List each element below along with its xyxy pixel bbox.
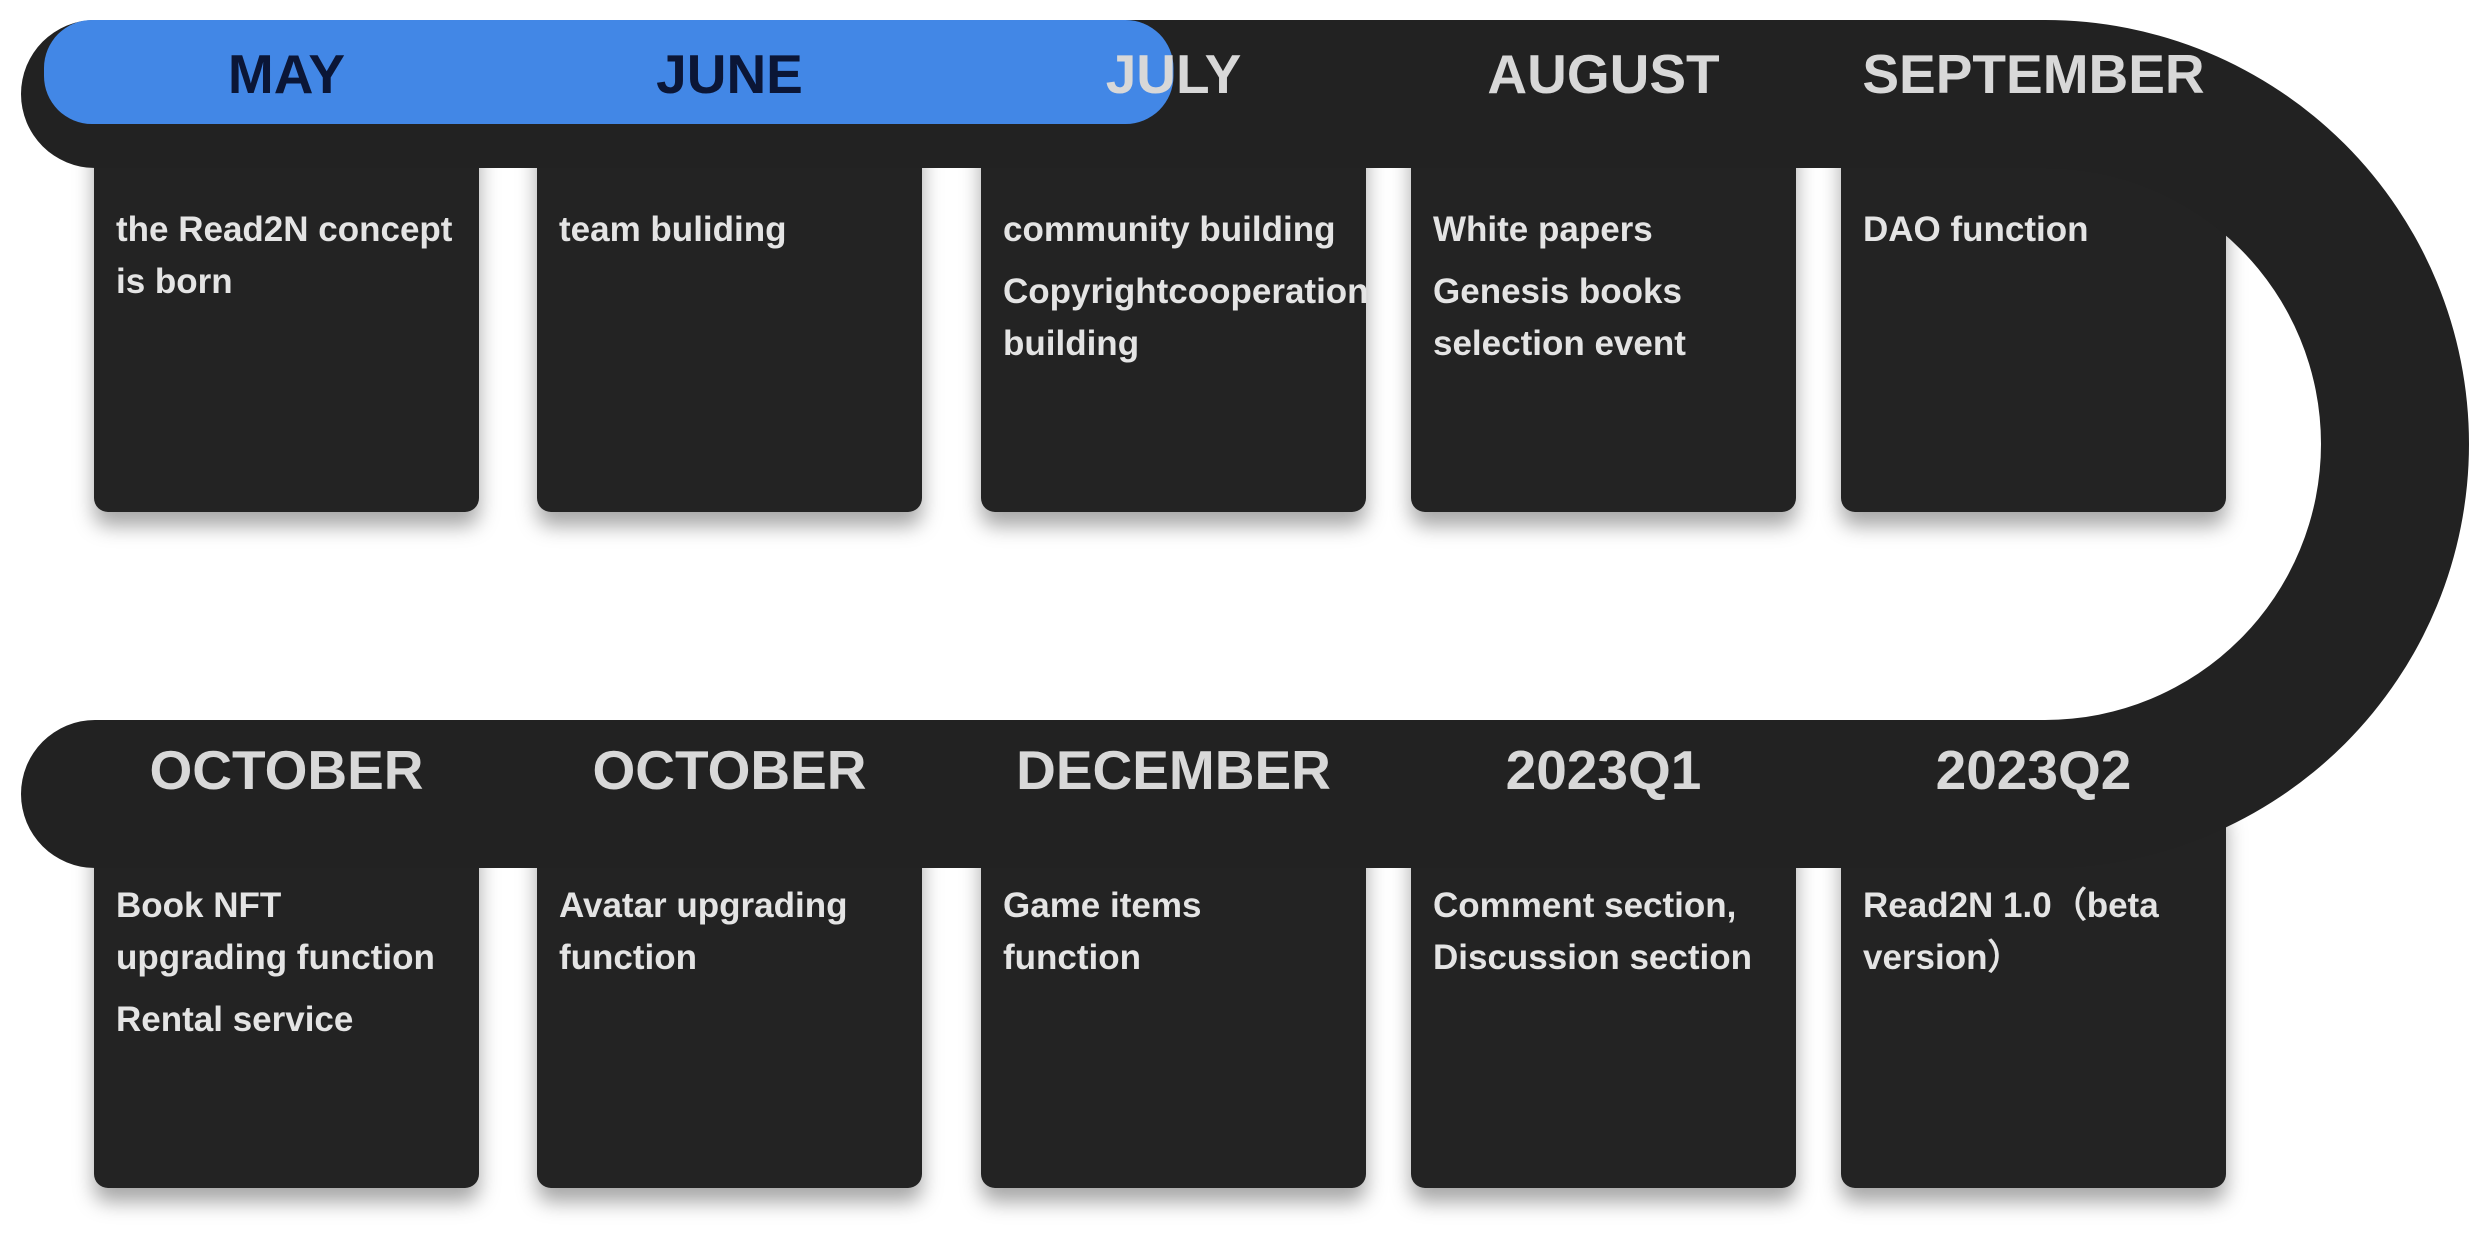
milestone-period-label: JUNE	[656, 43, 803, 105]
milestone-items: Avatar upgrading function	[559, 880, 900, 984]
milestone-card: community building Copyrightcooperation b…	[981, 108, 1369, 512]
milestone-item: Copyrightcooperation building	[1003, 272, 1369, 363]
milestone-item: Read2N 1.0（beta version）	[1863, 886, 2159, 977]
milestone-period-label: 2023Q2	[1935, 739, 2132, 801]
milestone-period-label: SEPTEMBER	[1862, 43, 2205, 105]
milestone-period-label: MAY	[227, 43, 346, 105]
milestone-items: the Read2N concept is born	[116, 204, 457, 308]
milestone-item: DAO function	[1863, 210, 2089, 249]
milestone-item: Avatar upgrading function	[559, 886, 848, 977]
milestone-items: DAO function	[1863, 204, 2204, 256]
milestone-items: Comment section, Discussion section	[1433, 880, 1774, 984]
milestone-period-label: AUGUST	[1487, 43, 1720, 105]
milestone-items: Read2N 1.0（beta version）	[1863, 880, 2204, 984]
milestone-item: Comment section, Discussion section	[1433, 886, 1752, 977]
milestone-items: Book NFT upgrading function Rental servic…	[116, 880, 457, 1046]
milestone-items: community building Copyrightcooperation b…	[1003, 204, 1369, 370]
milestone-item: Rental service	[116, 1000, 354, 1039]
progress-bar	[44, 20, 1174, 124]
milestone-period-label: DECEMBER	[1016, 739, 1331, 801]
milestone-item: the Read2N concept is born	[116, 210, 453, 301]
milestone-period-label: 2023Q1	[1505, 739, 1702, 801]
milestone-item: team buliding	[559, 210, 787, 249]
milestone-period-label: JULY	[1105, 43, 1242, 105]
milestone-card: the Read2N concept is born	[94, 108, 479, 512]
milestone-item: Genesis books selection event	[1433, 272, 1686, 363]
milestone-card: White papers Genesis books selection even…	[1411, 108, 1796, 512]
milestone-item: White papers	[1433, 210, 1653, 249]
milestone-items: team buliding	[559, 204, 900, 256]
milestone-item: Book NFT upgrading function	[116, 886, 435, 977]
milestone-item: community building	[1003, 210, 1336, 249]
milestone-item: Game items function	[1003, 886, 1202, 977]
milestone-items: White papers Genesis books selection even…	[1433, 204, 1774, 370]
milestone-card: team buliding	[537, 108, 922, 512]
milestone-period-label: OCTOBER	[592, 739, 867, 801]
milestone-items: Game items function	[1003, 880, 1344, 984]
milestone-period-label: OCTOBER	[149, 739, 424, 801]
